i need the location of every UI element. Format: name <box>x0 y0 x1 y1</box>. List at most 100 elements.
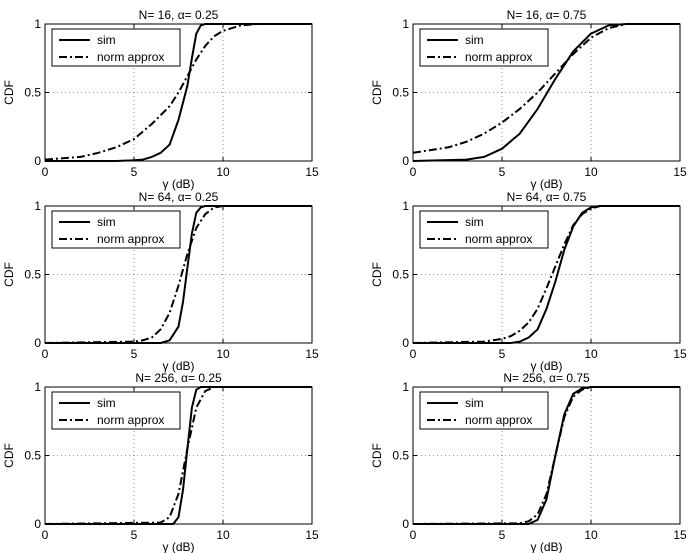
x-tick-label: 15 <box>305 165 319 179</box>
x-tick-label: 15 <box>673 165 687 179</box>
legend: sim norm approx <box>419 210 549 249</box>
legend-box <box>419 391 549 430</box>
legend-label: sim <box>97 215 116 229</box>
x-tick-label: 10 <box>216 528 230 542</box>
x-tick-label: 15 <box>673 528 687 542</box>
y-tick-label: 0.5 <box>392 449 409 463</box>
legend-label: sim <box>465 33 484 47</box>
y-axis-label: CDF <box>370 80 384 105</box>
y-tick-label: 0.5 <box>392 268 409 282</box>
series-line-norm-approx <box>44 205 312 344</box>
legend: sim norm approx <box>419 28 549 67</box>
legend-label: sim <box>97 396 116 410</box>
legend-label: sim <box>465 215 484 229</box>
subplot-title: N= 256, α= 0.75 <box>503 371 590 385</box>
y-tick-label: 0.5 <box>392 86 409 100</box>
legend-label: sim <box>465 396 484 410</box>
legend-label: norm approx <box>465 50 532 64</box>
x-axis-label: γ (dB) <box>530 359 562 373</box>
x-tick-label: 10 <box>216 165 230 179</box>
x-axis-label: γ (dB) <box>162 540 194 553</box>
legend-label: norm approx <box>97 413 164 427</box>
y-axis-label: CDF <box>370 262 384 287</box>
x-tick-label: 5 <box>131 165 138 179</box>
subplot-title: N= 64, α= 0.75 <box>507 190 587 204</box>
x-tick-label: 10 <box>216 347 230 361</box>
x-tick-label: 15 <box>305 347 319 361</box>
x-axis-label: γ (dB) <box>162 359 194 373</box>
subplot-1: 0 5 10 15 0 0.5 1 N= 16, α= 0.25 γ (dB) CDF sim nor… <box>2 8 319 191</box>
y-tick-label: 1 <box>34 17 41 31</box>
y-axis-label: CDF <box>2 443 16 468</box>
x-tick-label: 10 <box>584 347 598 361</box>
x-tick-label: 5 <box>499 165 506 179</box>
x-axis-label: γ (dB) <box>530 177 562 191</box>
y-tick-label: 0 <box>402 154 409 168</box>
x-axis-label: γ (dB) <box>530 540 562 553</box>
series-line-norm-approx <box>412 205 680 344</box>
legend-box <box>51 28 181 67</box>
x-tick-label: 0 <box>410 347 417 361</box>
subplot-3: 0 5 10 15 0 0.5 1 N= 64, α= 0.25 γ (dB) CDF sim nor… <box>2 190 319 373</box>
y-tick-label: 0 <box>34 517 41 531</box>
y-tick-label: 0 <box>402 336 409 350</box>
x-tick-label: 0 <box>410 528 417 542</box>
y-tick-label: 0 <box>34 336 41 350</box>
x-tick-label: 5 <box>131 347 138 361</box>
legend-box <box>51 391 181 430</box>
legend-box <box>419 210 549 249</box>
y-axis-label: CDF <box>370 443 384 468</box>
series-line-sim <box>45 23 312 162</box>
legend: sim norm approx <box>51 28 181 67</box>
series-line-norm-approx <box>44 23 312 161</box>
y-tick-label: 1 <box>402 199 409 213</box>
subplot-title: N= 64, α= 0.25 <box>139 190 219 204</box>
series-line-norm-approx <box>412 386 680 525</box>
x-tick-label: 0 <box>42 528 49 542</box>
y-axis-label: CDF <box>2 262 16 287</box>
subplot-title: N= 16, α= 0.75 <box>507 8 587 22</box>
y-tick-label: 1 <box>402 17 409 31</box>
y-tick-label: 1 <box>34 380 41 394</box>
subplot-4: 0 5 10 15 0 0.5 1 N= 64, α= 0.75 γ (dB) CDF sim nor… <box>370 190 687 373</box>
subplot-title: N= 256, α= 0.25 <box>135 371 222 385</box>
x-tick-label: 15 <box>673 347 687 361</box>
legend-label: norm approx <box>97 232 164 246</box>
y-tick-label: 0.5 <box>24 86 41 100</box>
legend: sim norm approx <box>51 391 181 430</box>
legend-label: norm approx <box>97 50 164 64</box>
series-line-norm-approx <box>412 23 680 154</box>
x-tick-label: 10 <box>584 165 598 179</box>
subplot-title: N= 16, α= 0.25 <box>139 8 219 22</box>
legend: sim norm approx <box>51 210 181 249</box>
y-tick-label: 0.5 <box>24 449 41 463</box>
y-tick-label: 1 <box>34 199 41 213</box>
legend-box <box>51 210 181 249</box>
y-tick-label: 0 <box>402 517 409 531</box>
legend-label: norm approx <box>465 413 532 427</box>
x-tick-label: 0 <box>42 165 49 179</box>
legend-box <box>419 28 549 67</box>
subplot-2: 0 5 10 15 0 0.5 1 N= 16, α= 0.75 γ (dB) CDF sim nor… <box>370 8 687 191</box>
x-tick-label: 5 <box>131 528 138 542</box>
series-line-norm-approx <box>44 386 312 525</box>
legend-label: sim <box>97 33 116 47</box>
y-tick-label: 0.5 <box>24 268 41 282</box>
x-axis-label: γ (dB) <box>162 177 194 191</box>
series-line-sim <box>45 205 312 344</box>
subplot-6: 0 5 10 15 0 0.5 1 N= 256, α= 0.75 γ (dB) CDF sim no… <box>370 371 687 553</box>
x-tick-label: 0 <box>42 347 49 361</box>
subplot-5: 0 5 10 15 0 0.5 1 N= 256, α= 0.25 γ (dB) CDF sim no… <box>2 371 319 553</box>
x-tick-label: 5 <box>499 528 506 542</box>
legend-label: norm approx <box>465 232 532 246</box>
x-tick-label: 0 <box>410 165 417 179</box>
y-tick-label: 0 <box>34 154 41 168</box>
x-tick-label: 10 <box>584 528 598 542</box>
x-tick-label: 5 <box>499 347 506 361</box>
legend: sim norm approx <box>419 391 549 430</box>
y-axis-label: CDF <box>2 80 16 105</box>
x-tick-label: 15 <box>305 528 319 542</box>
series-line-sim <box>412 23 680 162</box>
y-tick-label: 1 <box>402 380 409 394</box>
